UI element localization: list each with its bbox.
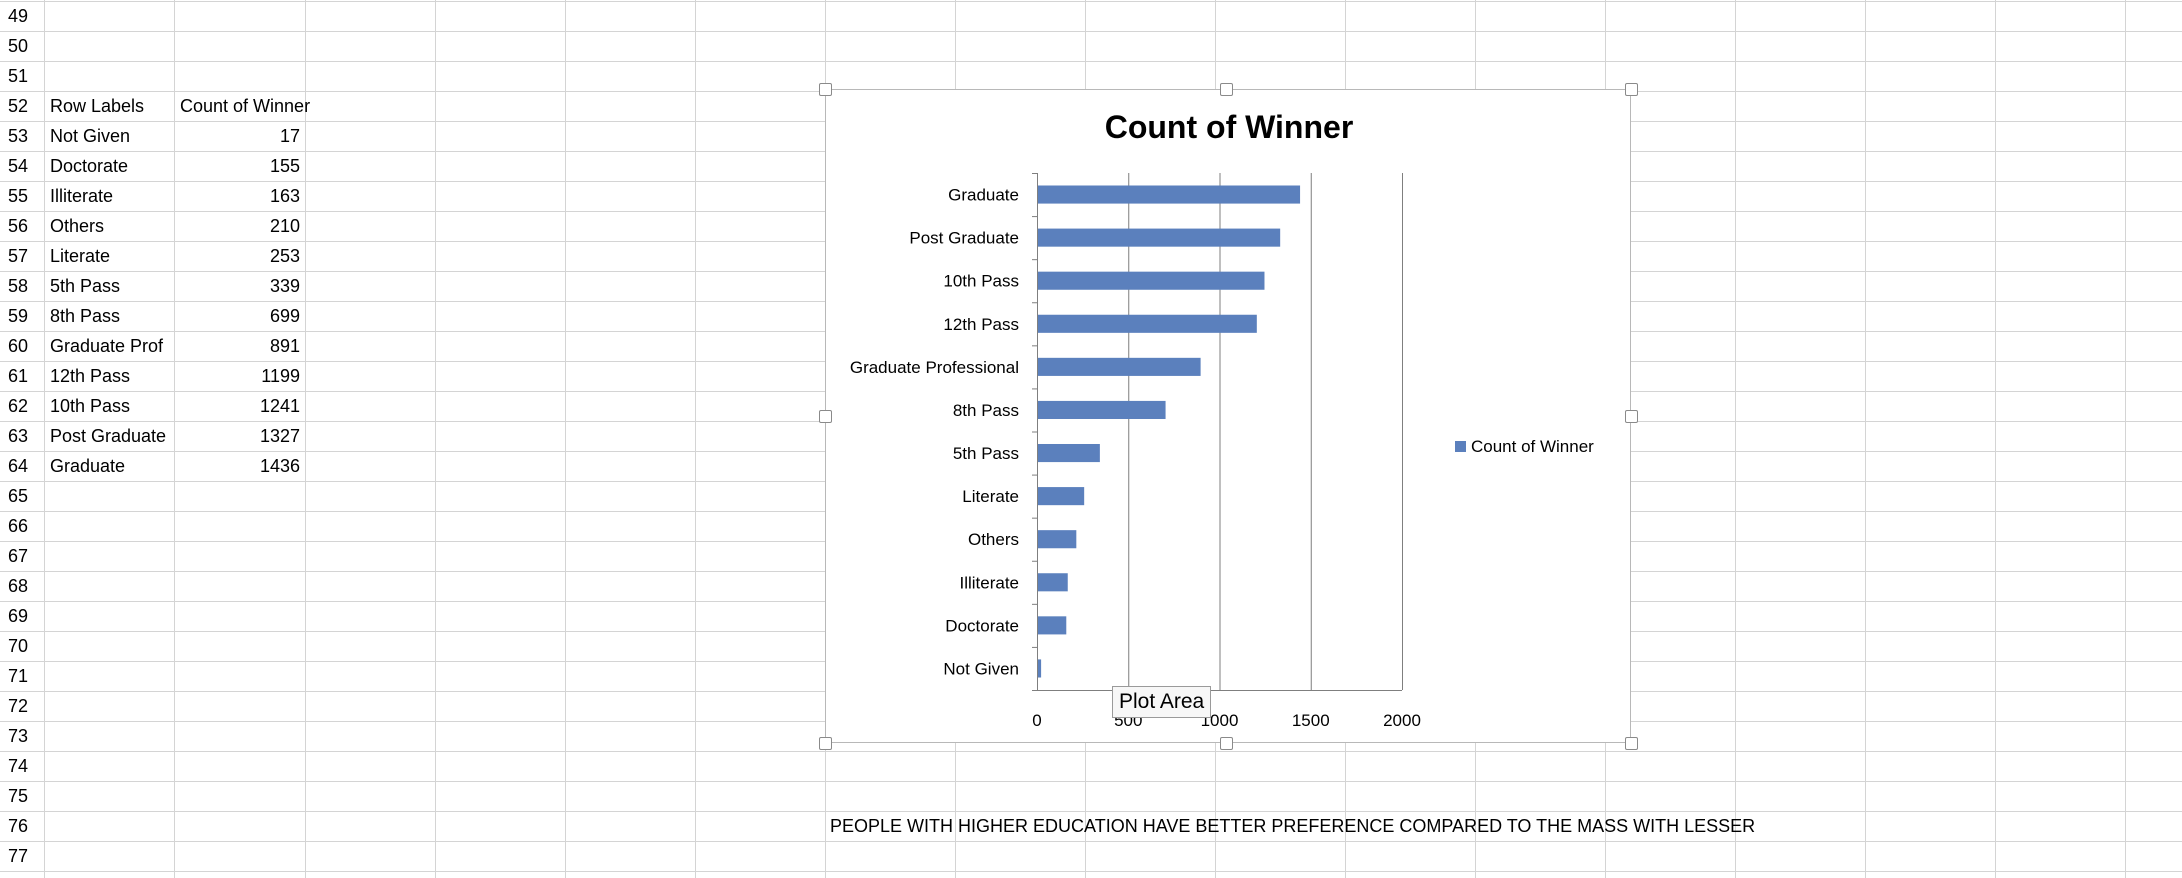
bar[interactable] — [1038, 659, 1042, 678]
y-category-label: Doctorate — [945, 616, 1019, 635]
resize-handle[interactable] — [1220, 83, 1233, 96]
row-number[interactable]: 50 — [8, 36, 29, 56]
pivot-row-label[interactable]: 12th Pass — [50, 366, 131, 386]
resize-handle[interactable] — [819, 83, 832, 96]
x-tick-label: 2000 — [1383, 711, 1421, 730]
chart-object[interactable]: Count of Winner 0 500 1000 1500 2000 Graduate P… — [825, 89, 1631, 743]
y-category-label: Illiterate — [959, 573, 1019, 592]
bar[interactable] — [1038, 357, 1201, 376]
pivot-row-value[interactable]: 891 — [269, 336, 300, 356]
row-number[interactable]: 66 — [8, 516, 29, 536]
pivot-header-row-labels[interactable]: Row Labels — [50, 96, 145, 116]
y-category-label: Graduate — [948, 186, 1019, 205]
x-tick-label: 1500 — [1292, 711, 1330, 730]
y-category-label: Post Graduate — [909, 229, 1019, 248]
bar[interactable] — [1038, 400, 1166, 420]
bar[interactable] — [1038, 185, 1301, 204]
pivot-row-value[interactable]: 155 — [269, 156, 300, 176]
row-number[interactable]: 51 — [8, 66, 29, 86]
resize-handle[interactable] — [1625, 410, 1638, 423]
resize-handle[interactable] — [819, 737, 832, 750]
y-category-label: Literate — [962, 487, 1019, 506]
bar[interactable] — [1038, 530, 1077, 549]
legend-label: Count of Winner — [1471, 437, 1594, 456]
pivot-row-label[interactable]: Illiterate — [50, 186, 114, 206]
bar[interactable] — [1038, 228, 1281, 247]
row-number[interactable]: 69 — [8, 606, 29, 626]
row-number[interactable]: 54 — [8, 156, 29, 176]
pivot-row-label[interactable]: Others — [50, 216, 105, 236]
row-number[interactable]: 63 — [8, 426, 29, 446]
resize-handle[interactable] — [819, 410, 832, 423]
legend-swatch — [1455, 441, 1466, 452]
row-number[interactable]: 67 — [8, 546, 29, 566]
row-number[interactable]: 71 — [8, 666, 29, 686]
row-number[interactable]: 72 — [8, 696, 29, 716]
row-number[interactable]: 61 — [8, 366, 29, 386]
row-number[interactable]: 76 — [8, 816, 29, 836]
resize-handle[interactable] — [1220, 737, 1233, 750]
plot-area-tooltip: Plot Area — [1112, 686, 1212, 718]
y-category-label: Graduate Professional — [850, 358, 1019, 377]
row-number[interactable]: 53 — [8, 126, 29, 146]
y-category-label: Others — [968, 530, 1019, 549]
pivot-row-label[interactable]: 5th Pass — [50, 276, 121, 296]
chart-title: Count of Winner — [1105, 109, 1354, 145]
row-number[interactable]: 70 — [8, 636, 29, 656]
y-category-label: 10th Pass — [943, 272, 1019, 291]
bar[interactable] — [1038, 487, 1085, 506]
y-category-label: 12th Pass — [943, 315, 1019, 334]
pivot-row-label[interactable]: Doctorate — [50, 156, 129, 176]
bar[interactable] — [1038, 616, 1067, 635]
row-number[interactable]: 49 — [8, 6, 29, 26]
row-number[interactable]: 59 — [8, 306, 29, 326]
x-tick-label: 0 — [1032, 711, 1041, 730]
bar[interactable] — [1038, 271, 1265, 290]
pivot-row-value[interactable]: 1199 — [261, 366, 300, 386]
pivot-row-value[interactable]: 163 — [269, 186, 300, 206]
row-number[interactable]: 77 — [8, 846, 29, 866]
row-number[interactable]: 60 — [8, 336, 29, 356]
pivot-row-label[interactable]: Graduate Prof — [50, 336, 164, 356]
bar[interactable] — [1038, 573, 1068, 592]
pivot-row-label[interactable]: Post Graduate — [50, 426, 167, 446]
row-number[interactable]: 64 — [8, 456, 29, 476]
row-number[interactable]: 57 — [8, 246, 29, 266]
pivot-row-label[interactable]: Graduate — [50, 456, 126, 476]
pivot-row-value[interactable]: 17 — [279, 126, 300, 146]
row-number[interactable]: 68 — [8, 576, 29, 596]
row-number[interactable]: 65 — [8, 486, 29, 506]
resize-handle[interactable] — [1625, 83, 1638, 96]
row-number[interactable]: 58 — [8, 276, 29, 296]
pivot-row-label[interactable]: Not Given — [50, 126, 131, 146]
pivot-row-label[interactable]: 8th Pass — [50, 306, 121, 326]
pivot-row-label[interactable]: 10th Pass — [50, 396, 131, 416]
row-number[interactable]: 52 — [8, 96, 29, 116]
pivot-row-value[interactable]: 253 — [269, 246, 300, 266]
pivot-row-value[interactable]: 210 — [269, 216, 300, 236]
bar[interactable] — [1038, 314, 1257, 333]
y-category-label: 5th Pass — [953, 444, 1019, 463]
row-number[interactable]: 62 — [8, 396, 29, 416]
pivot-row-value[interactable]: 1241 — [259, 396, 300, 416]
pivot-row-value[interactable]: 1327 — [259, 426, 300, 446]
bar[interactable] — [1038, 443, 1100, 463]
y-category-label: 8th Pass — [953, 401, 1019, 420]
conclusion-text[interactable]: PEOPLE WITH HIGHER EDUCATION HAVE BETTER… — [830, 816, 1756, 836]
pivot-row-label[interactable]: Literate — [50, 246, 111, 266]
resize-handle[interactable] — [1625, 737, 1638, 750]
y-category-label: Not Given — [943, 659, 1019, 678]
row-number[interactable]: 56 — [8, 216, 29, 236]
pivot-row-value[interactable]: 1436 — [259, 456, 300, 476]
pivot-header-count[interactable]: Count of Winner — [180, 96, 311, 116]
pivot-row-value[interactable]: 699 — [269, 306, 300, 326]
row-number[interactable]: 75 — [8, 786, 29, 806]
row-number[interactable]: 55 — [8, 186, 29, 206]
row-number[interactable]: 74 — [8, 756, 29, 776]
row-number[interactable]: 73 — [8, 726, 29, 746]
pivot-row-value[interactable]: 339 — [269, 276, 300, 296]
